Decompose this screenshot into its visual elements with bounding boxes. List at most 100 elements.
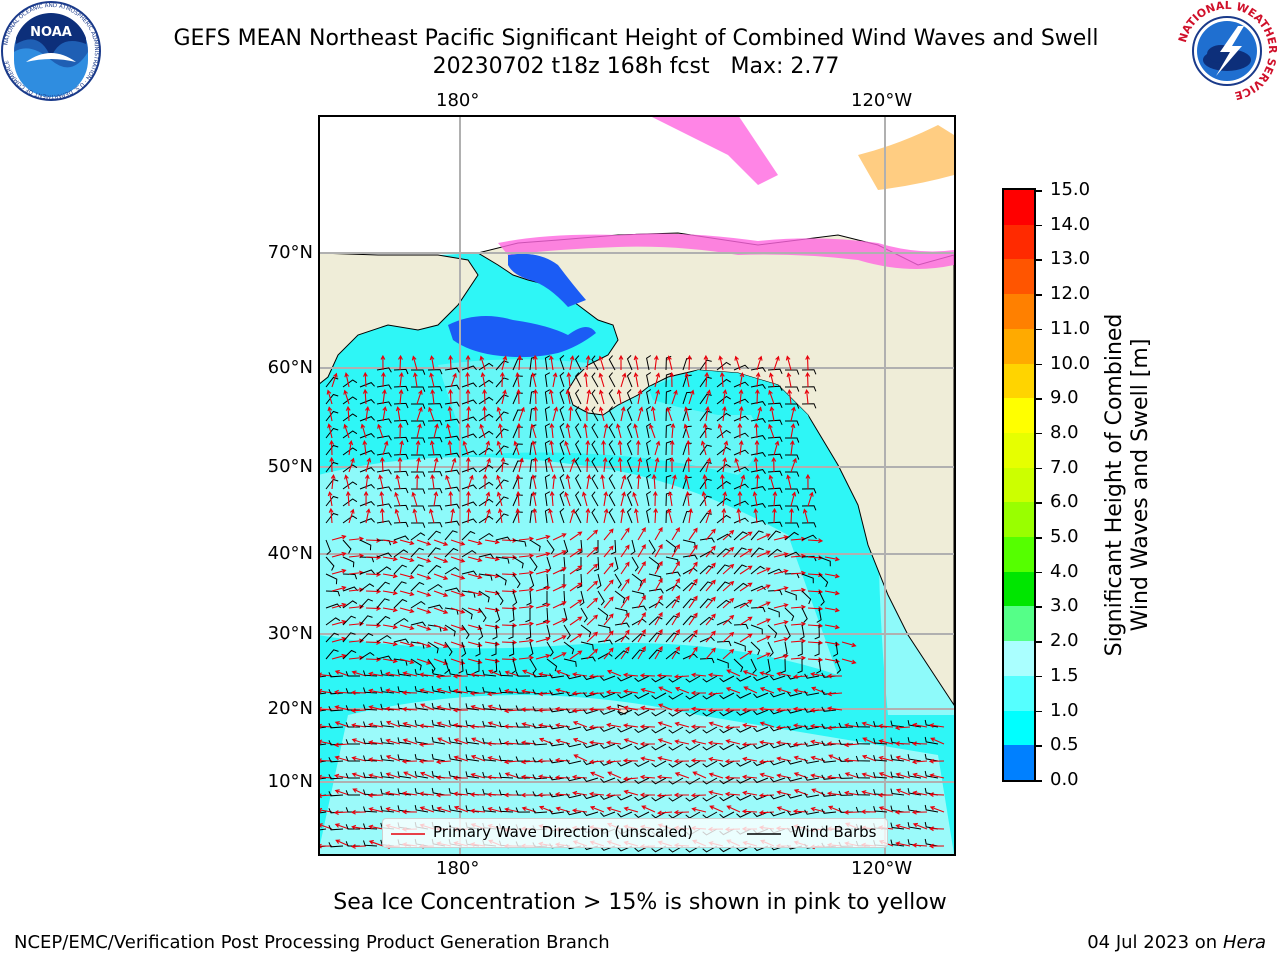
wave-direction-arrow [573,754,588,762]
wave-direction-arrow [330,473,336,490]
wind-barb [363,704,378,711]
wind-barb [753,709,769,716]
wave-direction-arrow [584,405,590,422]
wave-direction-arrow [620,578,630,592]
wind-barb [444,469,460,475]
wave-direction-arrow [725,739,741,745]
wind-barb [855,772,871,779]
wave-direction-arrow [776,806,792,813]
wave-direction-arrow [352,788,367,796]
wave-direction-arrow [334,789,350,796]
wind-barb [591,491,599,507]
wave-direction-arrow [564,440,571,456]
wind-barb [702,692,718,700]
wind-barb [818,590,825,606]
wind-barb [431,787,446,796]
wave-direction-arrow [531,491,537,507]
wind-barb [818,573,829,588]
lon-label-bottom-180: 180° [436,858,480,879]
wind-barb [448,770,463,779]
wind-barb [495,360,509,371]
wind-barb [376,486,392,492]
wave-direction-arrow [929,773,945,779]
wind-barb [668,709,684,717]
wind-barb [427,471,443,477]
wind-barb [345,790,360,796]
wave-direction-arrow [620,372,627,388]
wind-barb [685,675,701,683]
wind-barb [397,737,412,745]
wind-barb [685,845,701,853]
wind-barb [733,641,746,652]
wave-direction-arrow [756,533,771,541]
wind-barb [634,811,650,818]
wave-direction-arrow [385,772,401,779]
wind-barb [376,581,390,592]
wave-direction-arrow [690,672,707,678]
sea-ice-north [648,115,778,185]
wind-barb [427,386,443,392]
wave-direction-arrow [435,759,452,765]
wind-barb [410,621,426,627]
wave-direction-arrow [419,771,435,779]
wind-barb [719,777,735,785]
wave-direction-arrow [637,646,646,660]
wave-direction-arrow [469,672,486,678]
wave-direction-arrow [666,406,673,422]
wind-barb [444,530,458,541]
wave-direction-arrow [583,422,588,439]
wave-direction-arrow [384,706,401,712]
wind-barb [716,361,731,371]
colorbar-segment [1004,641,1034,677]
wave-direction-arrow [466,405,471,422]
wave-direction-arrow [453,755,469,762]
wave-direction-arrow [588,791,605,797]
wave-direction-arrow [773,654,789,660]
wave-direction-arrow [504,670,520,677]
colorbar-tick-mark [1034,190,1042,192]
wind-barb [318,743,327,746]
wind-barb [559,406,565,422]
wave-direction-arrow [705,457,712,473]
wave-direction-arrow [399,624,415,631]
wave-direction-arrow [398,371,404,388]
wave-direction-arrow [535,653,551,660]
wave-direction-arrow [600,473,605,490]
wave-direction-arrow [605,759,622,765]
wave-direction-arrow [377,423,384,439]
wind-barb [478,481,494,490]
wave-direction-arrow [465,371,470,388]
wave-direction-arrow [549,490,555,507]
wave-direction-arrow [603,647,614,660]
wind-barb [559,508,565,524]
wave-direction-arrow [617,456,623,473]
wave-direction-arrow [385,720,401,728]
wave-direction-arrow [785,355,792,371]
wind-barb [838,756,854,762]
colorbar-tick-label: 12.0 [1050,283,1091,305]
wave-direction-arrow [671,389,678,405]
wave-direction-arrow [518,553,535,559]
wind-barb [543,573,549,589]
wind-barb [575,440,582,456]
wind-barb [600,794,616,800]
wind-barb [702,760,718,768]
wind-barb [575,406,582,422]
wave-direction-arrow [844,772,860,779]
wave-direction-arrow [412,372,418,388]
wave-direction-arrow [331,372,338,388]
wind-barb [478,590,490,603]
wind-barb [380,720,395,728]
wind-barb [410,532,426,541]
wind-barb [461,399,477,405]
wind-barb [814,641,820,657]
wind-barb [576,557,582,572]
wind-barb [804,792,820,798]
wind-barb [444,384,460,390]
wind-barb [325,495,339,507]
footer-branch: NCEP/EMC/Verification Post Processing Pr… [14,932,610,953]
wind-barb [495,411,509,422]
wave-direction-arrow [603,630,614,643]
wave-direction-arrow [654,611,663,626]
wind-barb [359,416,375,422]
